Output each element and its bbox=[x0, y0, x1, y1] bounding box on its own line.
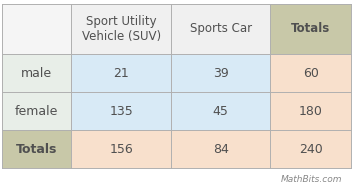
Text: Sports Car: Sports Car bbox=[190, 22, 252, 36]
Text: MathBits.com: MathBits.com bbox=[281, 175, 342, 184]
Text: 60: 60 bbox=[303, 67, 319, 80]
Text: 39: 39 bbox=[213, 67, 228, 80]
Text: male: male bbox=[21, 67, 52, 80]
Text: 156: 156 bbox=[109, 143, 133, 156]
Text: Totals: Totals bbox=[291, 22, 330, 36]
Text: female: female bbox=[15, 105, 58, 118]
Text: 45: 45 bbox=[213, 105, 229, 118]
Text: 21: 21 bbox=[113, 67, 129, 80]
Text: Totals: Totals bbox=[16, 143, 57, 156]
Text: 180: 180 bbox=[299, 105, 323, 118]
Text: 240: 240 bbox=[299, 143, 323, 156]
Text: 84: 84 bbox=[213, 143, 229, 156]
Text: 135: 135 bbox=[109, 105, 133, 118]
Text: Sport Utility
Vehicle (SUV): Sport Utility Vehicle (SUV) bbox=[82, 15, 161, 43]
